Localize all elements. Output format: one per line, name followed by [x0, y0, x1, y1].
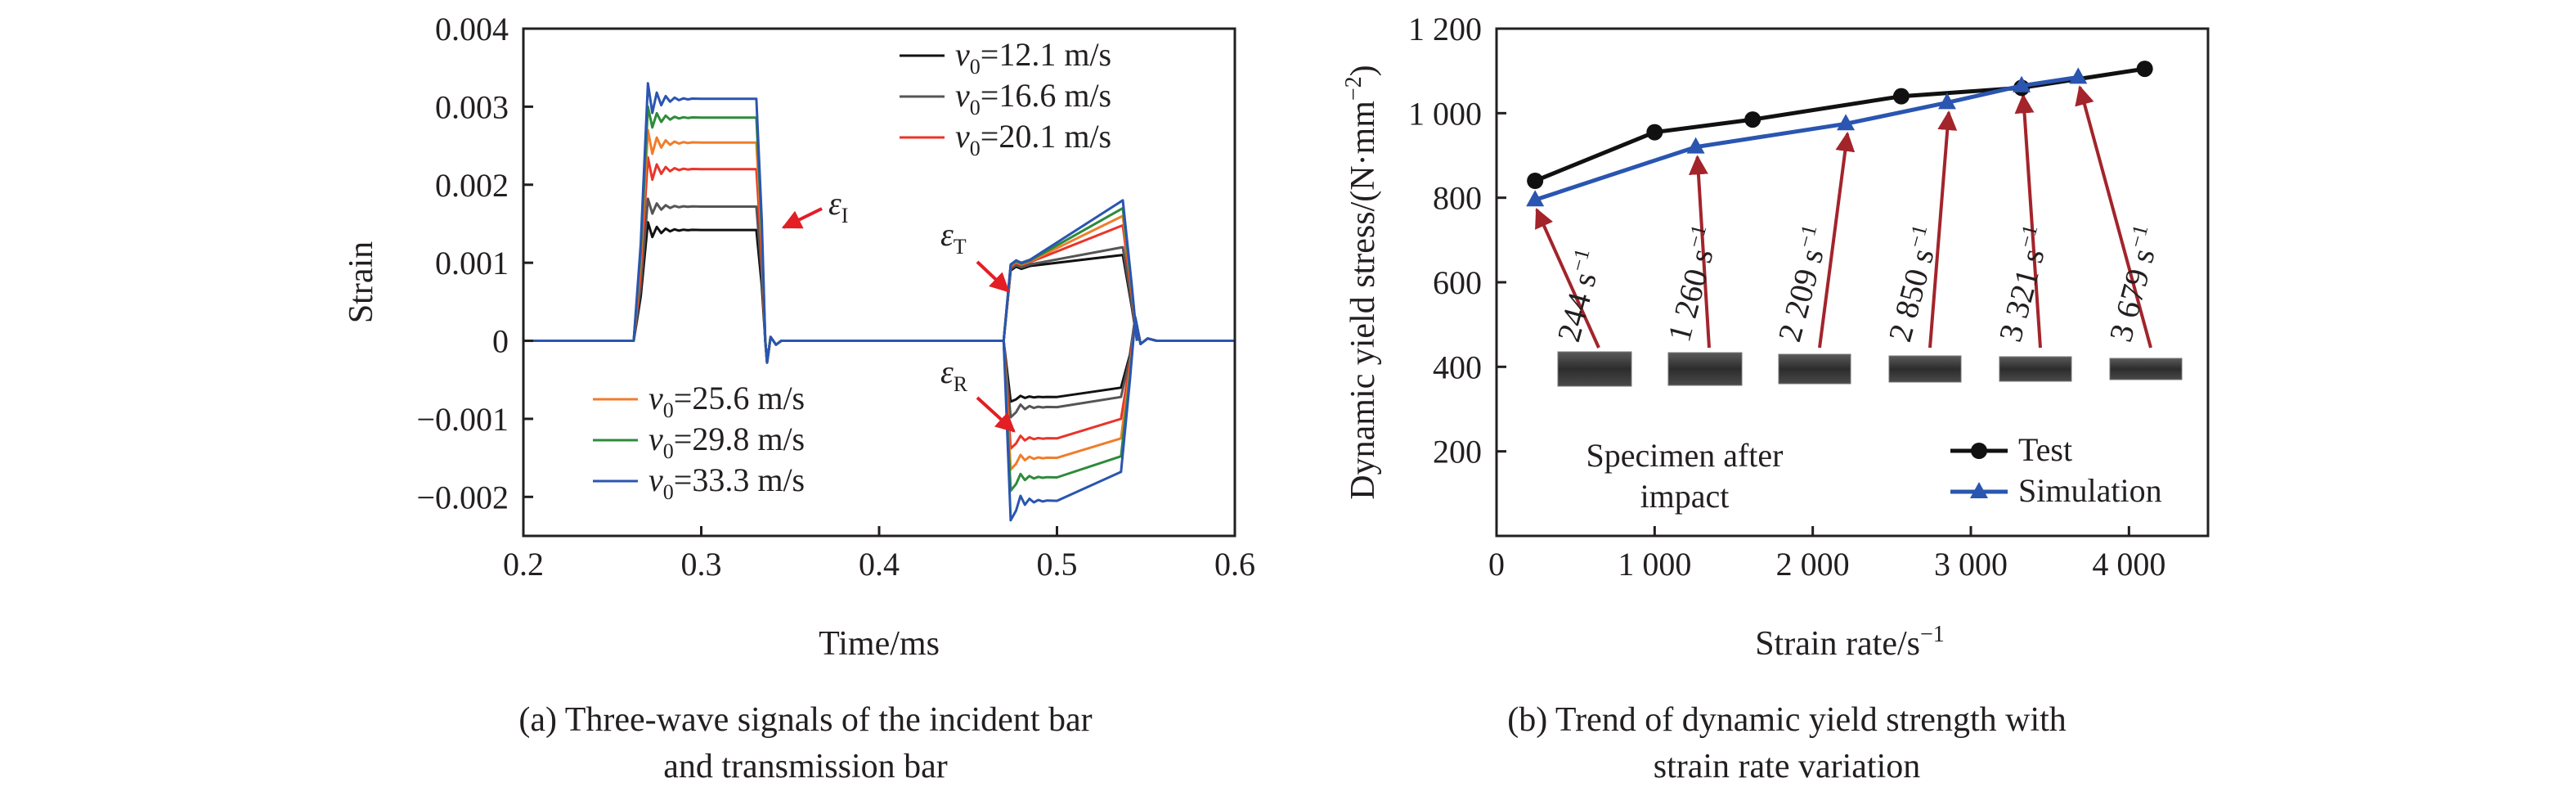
- legend-marker: [1970, 482, 1988, 498]
- panel-b-x-axis-title: Strain rate/s−1: [1755, 622, 1945, 663]
- specimen-image: [2109, 358, 2183, 380]
- arrow-epsilon-incident: [781, 207, 823, 229]
- test-point: [1892, 88, 1910, 105]
- annotation-epsilon-reflected: εR: [940, 353, 968, 396]
- panel-b-caption-line-1: (b) Trend of dynamic yield strength with: [1507, 701, 2067, 739]
- strain-rate-label: 3 679 s−1: [2099, 223, 2167, 346]
- panel-b-y-tick-label: 600: [1433, 264, 1482, 301]
- simulation-point: [2069, 67, 2088, 84]
- panel-b-x-tick-label: 1 000: [1618, 546, 1691, 583]
- specimen-image: [1557, 351, 1632, 387]
- legend-label: Simulation: [2018, 472, 2162, 509]
- strain-rate-arrow: [2075, 85, 2152, 349]
- specimen-image: [1667, 352, 1743, 386]
- panel-b-y-ticks: 200 400 600 800 1 000 1 200: [1408, 11, 1506, 470]
- strain-rate-arrow: [1818, 131, 1856, 349]
- legend-label: v0=25.6 m/s: [648, 380, 805, 422]
- test-point: [2136, 61, 2153, 78]
- panel-a-y-tick-label: −0.001: [416, 401, 509, 438]
- legend-marker: [1971, 443, 1987, 459]
- panel-b-y-tick-label: 400: [1433, 349, 1482, 385]
- strain-rate-label: 2 850 s−1: [1878, 223, 1946, 346]
- strain-rate-arrow: [1688, 155, 1711, 349]
- panel-a-y-tick-label: −0.002: [416, 479, 509, 515]
- panel-a-caption-line-1: (a) Three-wave signals of the incident b…: [518, 701, 1092, 739]
- panel-a-curves: [523, 82, 1235, 522]
- strain-curve-reflected-5: [523, 105, 1235, 493]
- panel-a-y-tick-label: 0.004: [435, 11, 509, 47]
- panel-b-y-tick-label: 800: [1433, 180, 1482, 217]
- panel-b-series: [1526, 61, 2153, 207]
- simulation-point: [1837, 114, 1856, 131]
- panel-b-y-tick-label: 1 200: [1408, 11, 1482, 47]
- legend-label: Test: [2018, 431, 2072, 468]
- panel-a-x-tick-label: 0.3: [681, 546, 722, 583]
- panel-a-y-tick-label: 0.001: [435, 245, 509, 281]
- arrow-epsilon-transmitted: [976, 260, 1010, 293]
- panel-b-specimen-images: [1557, 351, 2183, 387]
- arrow-epsilon-reflected: [976, 396, 1016, 433]
- specimen-image: [1888, 355, 1962, 383]
- panel-a-legend-bottom: v0=25.6 m/sv0=29.8 m/sv0=33.3 m/s: [593, 380, 805, 504]
- test-point: [1646, 124, 1663, 141]
- simulation-point: [2013, 75, 2031, 92]
- panel-b-y-tick-label: 200: [1433, 434, 1482, 470]
- panel-a-x-tick-label: 0.5: [1037, 546, 1078, 583]
- legend-label: v0=12.1 m/s: [955, 36, 1111, 79]
- panel-b-chart: 0 1 000 2 000 3 000 4 000 200 400 600 800 1 000 1…: [1341, 11, 2210, 785]
- strain-rate-label: 1 260 s−1: [1658, 223, 1726, 346]
- legend-label: v0=29.8 m/s: [648, 421, 805, 463]
- panel-a-legend-top: v0=12.1 m/sv0=16.6 m/sv0=20.1 m/s: [900, 36, 1111, 160]
- panel-a-y-ticks: 0.004 0.003 0.002 0.001 0 −0.001 −0.002: [416, 11, 533, 515]
- test-point: [1744, 111, 1761, 128]
- simulation-point: [1686, 137, 1705, 154]
- panel-a-x-tick-label: 0.2: [503, 546, 544, 583]
- panel-a-x-tick-label: 0.4: [859, 546, 900, 583]
- panel-a-y-tick-label: 0.002: [435, 167, 509, 204]
- panel-b-rate-labels: 244 s−1 1 260 s−12 209 s−12 850 s−13 321 …: [1547, 223, 2167, 346]
- simulation-point: [1938, 92, 1956, 110]
- strain-rate-arrow: [1928, 110, 1958, 349]
- strain-curve-transmitted-6: [1002, 199, 1138, 341]
- specimen-label-line-1: Specimen after: [1586, 437, 1784, 474]
- specimen-label-line-2: impact: [1640, 478, 1730, 515]
- legend-label: v0=20.1 m/s: [955, 118, 1111, 160]
- panel-a-x-ticks: 0.2 0.3 0.4 0.5 0.6: [503, 526, 1255, 583]
- strain-rate-arrow: [2014, 93, 2042, 349]
- panel-b-x-tick-label: 0: [1488, 546, 1505, 583]
- panel-b-legend: Test Simulation: [1950, 431, 2162, 509]
- strain-rate-label: 3 321 s−1: [1989, 223, 2057, 346]
- panel-a-chart: 0.2 0.3 0.4 0.5 0.6 0.004 0.003 0.002 0.001 0 −0.…: [343, 11, 1255, 785]
- panel-a-y-axis-title: Strain: [343, 241, 380, 323]
- legend-label: v0=33.3 m/s: [648, 461, 805, 504]
- legend-label: v0=16.6 m/s: [955, 77, 1111, 119]
- annotation-epsilon-incident: εI: [828, 185, 848, 227]
- panel-b-y-tick-label: 1 000: [1408, 95, 1482, 132]
- panel-b-x-tick-label: 3 000: [1934, 546, 2008, 583]
- series-line-simulation: [1534, 74, 2079, 202]
- panel-a-y-tick-label: 0: [492, 323, 509, 360]
- annotation-epsilon-transmitted: εT: [940, 216, 967, 259]
- panel-a-y-tick-label: 0.003: [435, 88, 509, 125]
- panel-b-x-tick-label: 4 000: [2092, 546, 2165, 583]
- panel-a-x-axis-title: Time/ms: [819, 625, 940, 663]
- panel-b-caption-line-2: strain rate variation: [1654, 748, 1921, 785]
- simulation-point: [1526, 190, 1545, 207]
- panel-b-y-axis-title: Dynamic yield stress/(N·mm−2): [1341, 65, 1382, 499]
- panel-a-caption-line-2: and transmission bar: [663, 748, 948, 785]
- strain-curve-reflected-6: [523, 82, 1235, 522]
- strain-rate-label: 244 s−1: [1547, 246, 1609, 346]
- specimen-image: [1778, 353, 1851, 385]
- panel-b-x-ticks: 0 1 000 2 000 3 000 4 000: [1488, 526, 2165, 583]
- test-point: [1527, 173, 1544, 189]
- strain-curve-reflected-4: [523, 128, 1235, 471]
- panel-b-x-tick-label: 2 000: [1776, 546, 1850, 583]
- panel-a-x-tick-label: 0.6: [1214, 546, 1255, 583]
- specimen-image: [1999, 356, 2072, 382]
- panel-b-rate-arrows: [1535, 85, 2152, 349]
- strain-rate-arrow: [1535, 208, 1600, 349]
